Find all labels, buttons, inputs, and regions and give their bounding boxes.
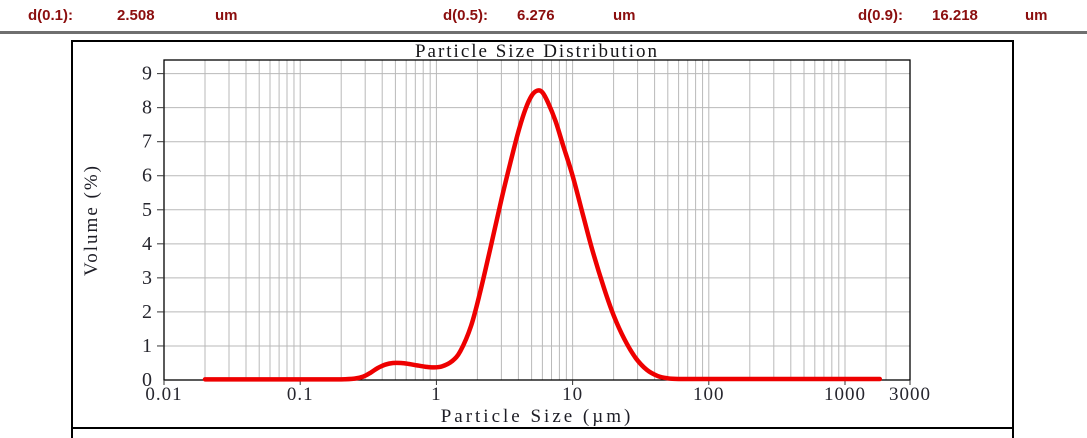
d09-value: 16.218	[932, 7, 978, 24]
y-axis-label: Volume (%)	[81, 164, 102, 276]
d05-unit: um	[613, 7, 636, 24]
x-tick-label: 100	[693, 384, 725, 405]
x-tick-label: 0.01	[145, 384, 182, 405]
d09-label: d(0.9):	[858, 7, 903, 24]
plot-area: 0.01 0.1 1 10 100 1000 3000 0 1 2 3 4 5 6 7 8 9	[142, 59, 931, 405]
d05-label: d(0.5):	[443, 7, 488, 24]
x-tick-label: 3000	[889, 384, 931, 405]
x-tick-label: 0.1	[287, 384, 314, 405]
chart-frame	[71, 40, 1014, 438]
y-tick-label: 3	[142, 267, 152, 289]
d01-label: d(0.1):	[28, 7, 73, 24]
x-tick-label: 10	[562, 384, 583, 405]
d09-unit: um	[1025, 7, 1048, 24]
d05-value: 6.276	[517, 7, 555, 24]
y-tick-label: 5	[142, 199, 152, 221]
chart-title: Particle Size Distribution	[415, 41, 659, 62]
separator-line	[0, 31, 1087, 34]
d01-unit: um	[215, 7, 238, 24]
x-tick-label: 1	[431, 384, 442, 405]
x-axis-label: Particle Size (µm)	[441, 406, 634, 427]
y-tick-label: 0	[142, 369, 152, 391]
y-tick-label: 9	[142, 63, 152, 85]
y-tick-label: 1	[142, 335, 152, 357]
plot-border	[163, 59, 911, 381]
y-tick-label: 8	[142, 97, 152, 119]
y-tick-label: 6	[142, 165, 152, 187]
y-tick-label: 7	[142, 131, 152, 153]
x-tick-label: 1000	[824, 384, 866, 405]
d01-value: 2.508	[117, 7, 155, 24]
distribution-curve	[202, 88, 883, 382]
y-tick-label: 4	[142, 233, 152, 255]
y-tick-label: 2	[142, 301, 152, 323]
